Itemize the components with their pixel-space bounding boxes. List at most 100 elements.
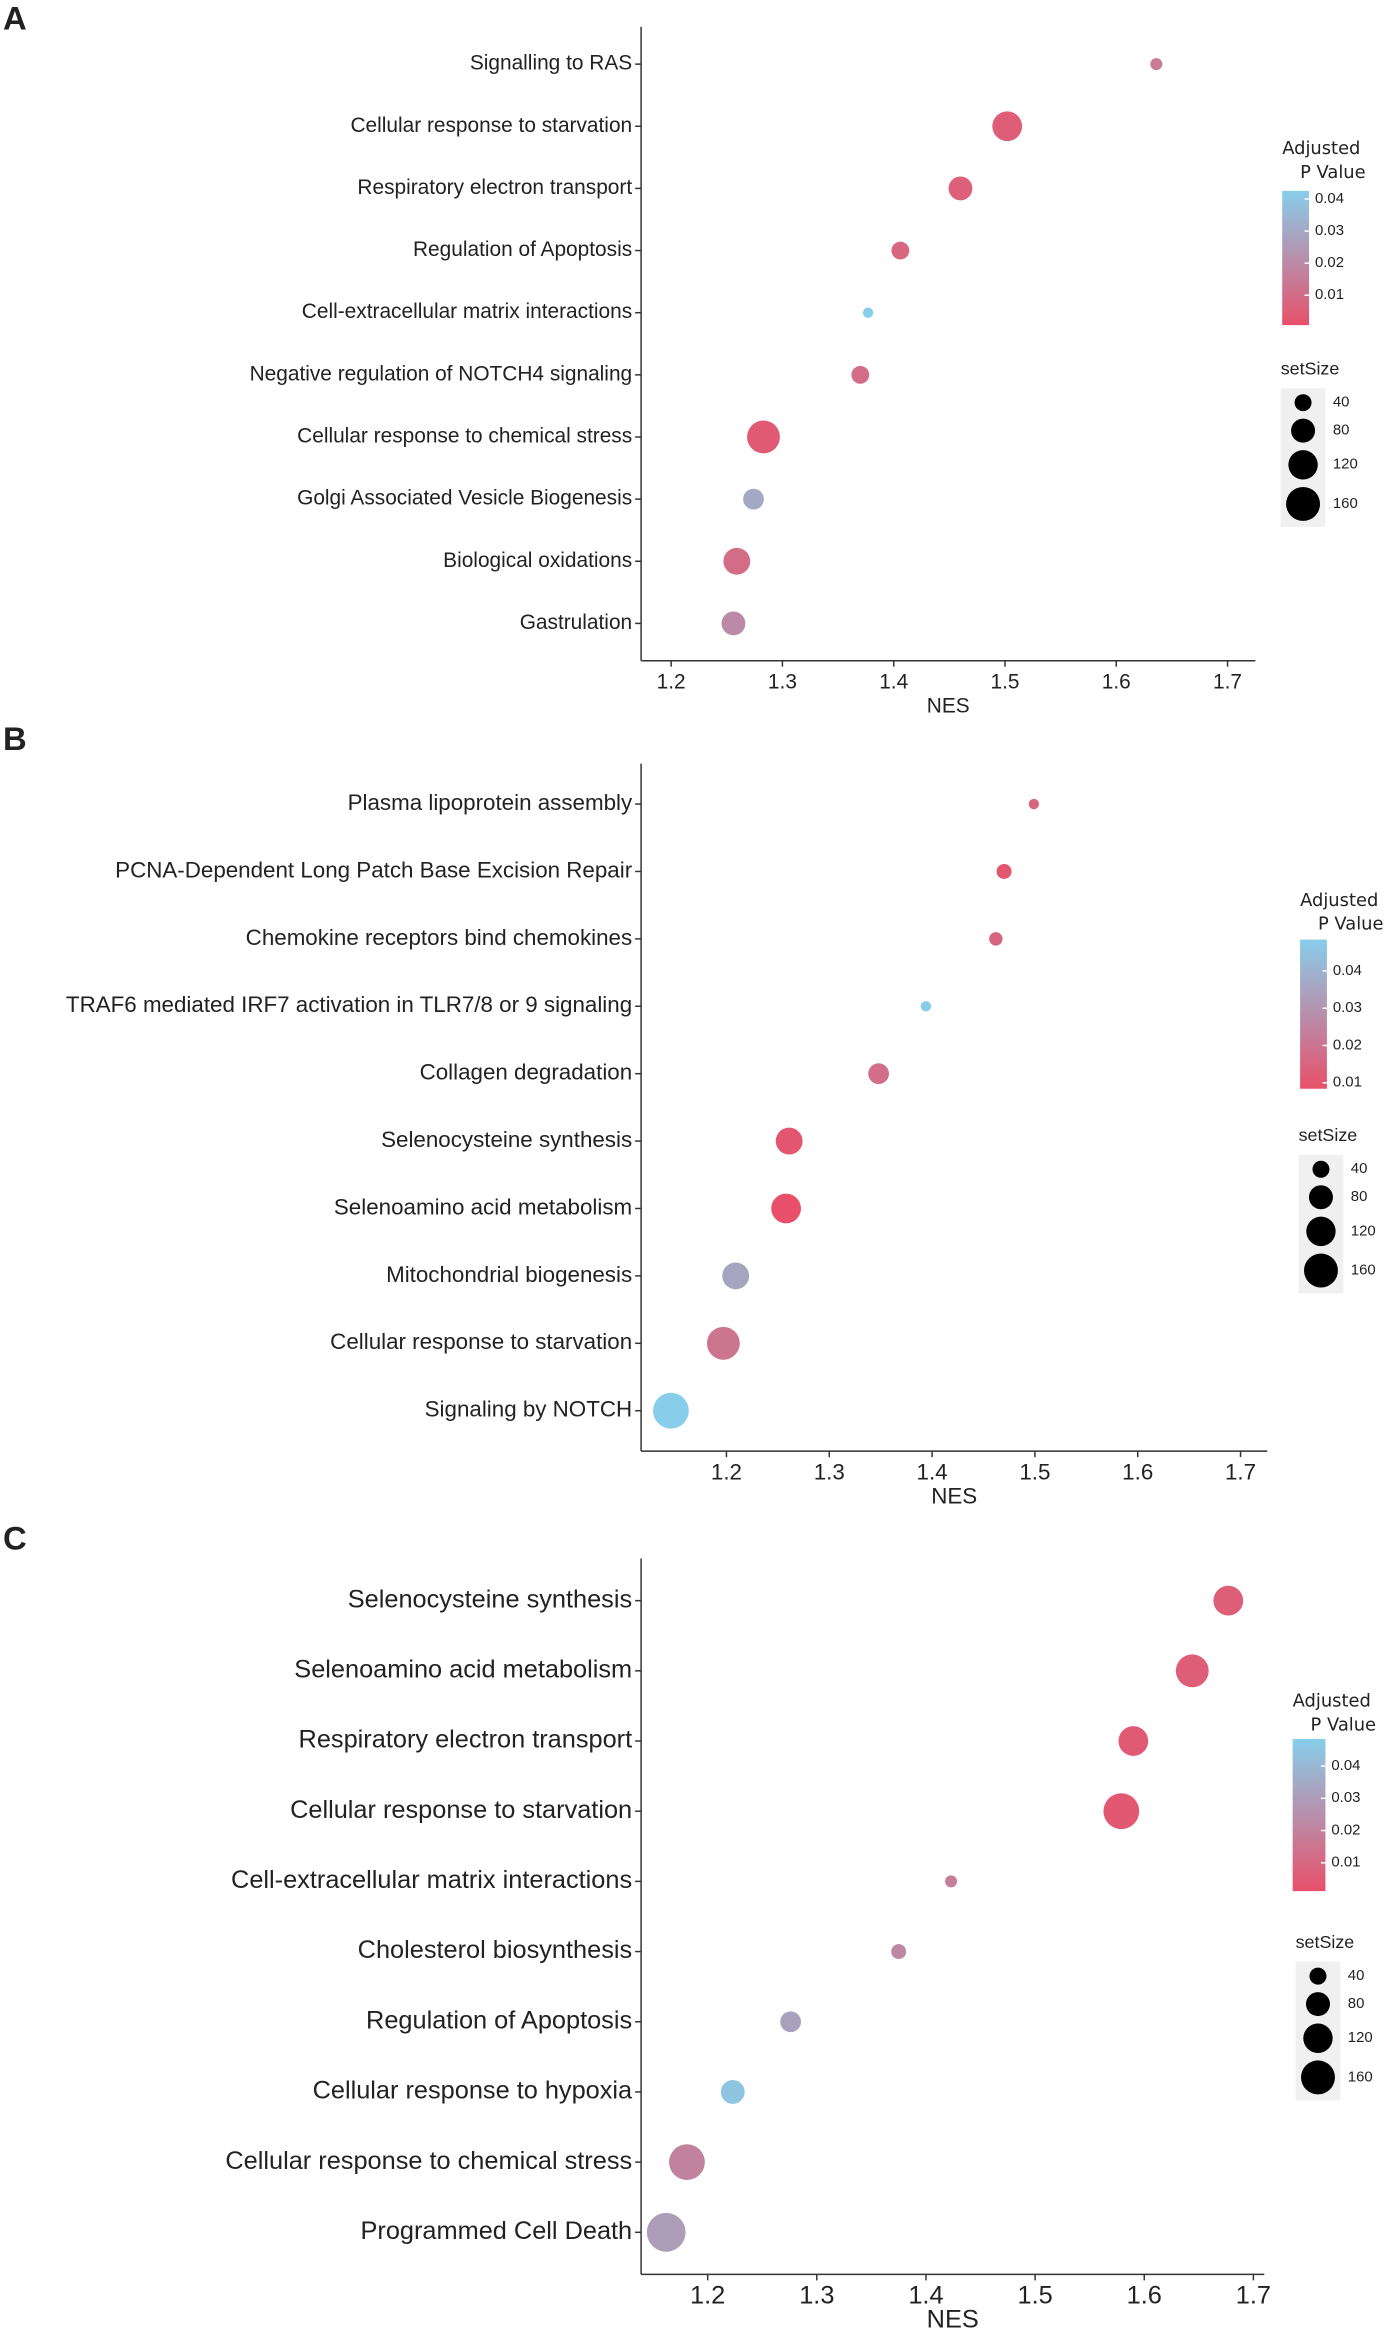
dot: [1213, 1585, 1244, 1616]
y-tick-label: Cell-extracellular matrix interactions: [302, 300, 632, 323]
color-tick-label: 0.03: [1333, 1000, 1362, 1016]
x-axis-label: NES: [931, 1483, 977, 1508]
color-legend-title: P Value: [1318, 914, 1384, 935]
size-legend-dot: [1303, 2023, 1333, 2053]
color-bar: [1292, 1738, 1326, 1892]
x-tick-label: 1.3: [814, 1459, 845, 1484]
y-tick-label: Cellular response to starvation: [330, 1329, 632, 1354]
y-tick-label: Signalling to RAS: [470, 52, 632, 75]
dot: [891, 241, 910, 260]
dot: [743, 488, 764, 510]
dot: [992, 111, 1023, 142]
y-tick-label: Cellular response to chemical stress: [297, 424, 632, 447]
color-legend-title: Adjusted: [1300, 890, 1378, 911]
y-tick-label: Chemokine receptors bind chemokines: [246, 925, 632, 950]
color-tick-label: 0.02: [1315, 255, 1344, 271]
dot: [862, 307, 874, 318]
x-tick-label: 1.6: [1102, 671, 1131, 694]
dot: [1028, 798, 1040, 810]
dot: [920, 1001, 932, 1012]
size-legend-label: 120: [1348, 2030, 1373, 2046]
color-legend-title: P Value: [1311, 1715, 1377, 1736]
color-tick-label: 0.02: [1331, 1822, 1360, 1838]
dot: [771, 1193, 801, 1224]
size-legend-label: 40: [1351, 1161, 1368, 1177]
y-tick-label: Selenocysteine synthesis: [381, 1127, 632, 1152]
size-legend-label: 160: [1333, 496, 1358, 512]
dot: [989, 932, 1003, 946]
x-tick-label: 1.6: [1127, 2281, 1162, 2309]
y-tick-label: Respiratory electron transport: [299, 1726, 633, 1754]
dot: [721, 611, 746, 636]
dot: [948, 176, 973, 201]
panel-label: C: [3, 1519, 27, 1556]
color-bar: [1282, 190, 1310, 326]
y-tick-label: TRAF6 mediated IRF7 activation in TLR7/8…: [66, 992, 632, 1017]
color-bar: [1300, 939, 1327, 1089]
color-tick-label: 0.04: [1333, 963, 1362, 979]
x-tick-label: 1.2: [690, 2281, 725, 2309]
x-tick-label: 1.3: [768, 671, 797, 694]
color-legend-title: Adjusted: [1293, 1691, 1371, 1712]
x-tick-label: 1.2: [711, 1459, 742, 1484]
color-tick-label: 0.01: [1333, 1075, 1362, 1091]
y-tick-label: Regulation of Apoptosis: [366, 2006, 632, 2034]
x-tick-label: 1.7: [1236, 2281, 1271, 2309]
dot: [653, 1392, 689, 1429]
size-legend-dot: [1294, 394, 1312, 412]
color-tick-label: 0.02: [1333, 1037, 1362, 1053]
size-legend-label: 160: [1348, 2069, 1373, 2085]
dot: [780, 2011, 802, 2033]
color-tick-label: 0.01: [1315, 287, 1344, 303]
y-tick-label: Biological oxidations: [443, 549, 632, 572]
y-tick-label: Selenoamino acid metabolism: [334, 1194, 632, 1219]
dot: [723, 547, 751, 575]
color-tick-label: 0.01: [1331, 1855, 1360, 1871]
dot: [646, 2212, 686, 2252]
color-tick-label: 0.04: [1331, 1758, 1360, 1774]
x-tick-label: 1.4: [879, 671, 908, 694]
y-tick-label: Cellular response to starvation: [290, 1796, 632, 1824]
x-axis-label: NES: [927, 2305, 979, 2333]
size-legend-label: 40: [1348, 1968, 1365, 1984]
color-tick-label: 0.03: [1331, 1790, 1360, 1806]
size-legend-dot: [1301, 2060, 1335, 2095]
size-legend-dot: [1305, 1992, 1330, 2017]
y-tick-label: Programmed Cell Death: [361, 2217, 633, 2245]
dot: [945, 1875, 958, 1888]
size-legend-dot: [1288, 450, 1318, 480]
color-tick-label: 0.04: [1315, 191, 1344, 207]
y-tick-label: Signaling by NOTCH: [425, 1397, 632, 1422]
dot: [747, 420, 780, 454]
y-tick-label: Cellular response to starvation: [350, 114, 632, 137]
x-axis-label: NES: [927, 694, 970, 717]
y-tick-label: PCNA-Dependent Long Patch Base Excision …: [115, 857, 633, 882]
panel-label: B: [3, 720, 27, 757]
dot: [775, 1127, 803, 1155]
y-tick-label: Selenoamino acid metabolism: [294, 1656, 632, 1684]
x-tick-label: 1.5: [1018, 2281, 1053, 2309]
y-tick-label: Selenocysteine synthesis: [348, 1585, 632, 1613]
y-tick-label: Cholesterol biosynthesis: [358, 1936, 632, 1964]
size-legend-label: 80: [1348, 1996, 1365, 2012]
y-tick-label: Gastrulation: [520, 611, 632, 634]
x-tick-label: 1.5: [990, 671, 1019, 694]
y-tick-label: Negative regulation of NOTCH4 signaling: [250, 362, 633, 385]
size-legend-label: 160: [1351, 1262, 1376, 1278]
y-tick-label: Respiratory electron transport: [357, 176, 632, 199]
size-legend-dot: [1303, 1253, 1338, 1288]
color-tick-label: 0.03: [1315, 223, 1344, 239]
dot: [669, 2144, 705, 2181]
color-legend-title: Adjusted: [1282, 138, 1360, 159]
x-tick-label: 1.2: [657, 671, 686, 694]
x-tick-label: 1.7: [1225, 1459, 1256, 1484]
y-tick-label: Regulation of Apoptosis: [413, 238, 632, 261]
y-tick-label: Collagen degradation: [420, 1060, 633, 1085]
dot: [1118, 1726, 1149, 1756]
size-legend-title: setSize: [1281, 359, 1340, 379]
y-tick-label: Cellular response to hypoxia: [313, 2077, 633, 2105]
dot: [891, 1944, 907, 1960]
dot: [851, 365, 870, 384]
